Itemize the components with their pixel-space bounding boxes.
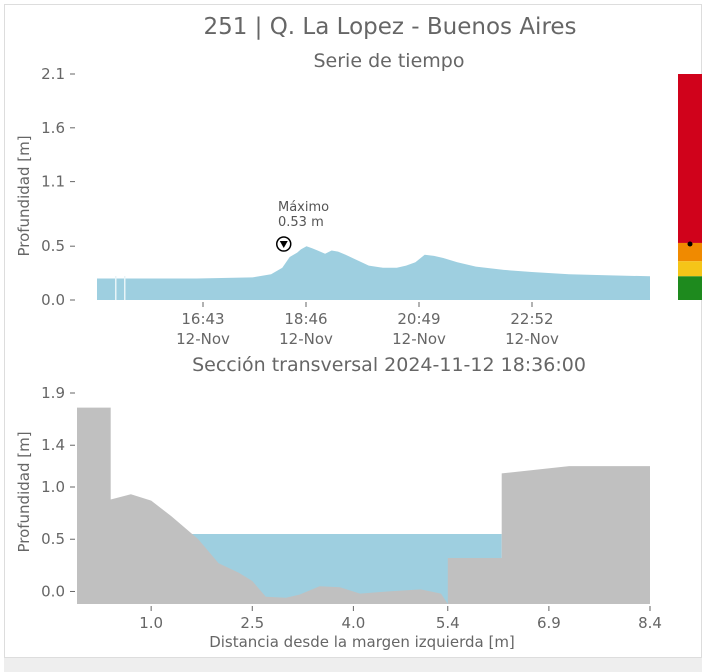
time-series-plot: 0.0 0.5 1.1 1.6 2.1 16:43 12-Nov 18:46 12-Nov 20:… — [41, 65, 650, 348]
ts-gap-mark — [124, 276, 126, 300]
ground-profile — [77, 407, 650, 604]
gauge-level — [678, 261, 702, 277]
ts-xtick-time: 22:52 — [510, 310, 553, 328]
ts-gap-mark — [115, 276, 117, 300]
gauge-current-dot — [687, 241, 693, 247]
footer-bar — [4, 658, 702, 672]
cs-xtick-label: 2.5 — [240, 614, 264, 632]
max-marker-triangle — [279, 241, 288, 249]
cs-ylabel: Profundidad [m] — [15, 431, 33, 552]
cs-xtick-label: 1.0 — [139, 614, 163, 632]
ts-xtick-time: 16:43 — [181, 310, 224, 328]
ts-xtick-date: 12-Nov — [505, 330, 559, 348]
cross-section-title: Sección transversal 2024-11-12 18:36:00 — [192, 354, 586, 376]
ts-xtick-date: 12-Nov — [176, 330, 230, 348]
time-series-title: Serie de tiempo — [314, 50, 465, 72]
ts-xtick-date: 12-Nov — [392, 330, 446, 348]
ts-ytick-label: 2.1 — [41, 65, 65, 83]
ts-depth-area — [97, 246, 650, 300]
ts-xtick-time: 18:46 — [284, 310, 327, 328]
ts-ytick-label: 1.6 — [41, 119, 65, 137]
chart-title: 251 | Q. La Lopez - Buenos Aires — [203, 14, 576, 40]
cs-ytick-label: 1.9 — [41, 384, 65, 402]
ts-ytick-label: 1.1 — [41, 173, 65, 191]
cs-ytick-label: 1.4 — [41, 436, 65, 454]
alert-gauge — [678, 74, 702, 300]
cs-xtick-label: 4.0 — [341, 614, 365, 632]
cross-section-plot: 0.0 0.5 1.0 1.4 1.9 1.0 2.5 4.0 5.4 6.9 8.4 — [41, 384, 662, 632]
gauge-level — [678, 74, 702, 243]
gauge-level — [678, 276, 702, 300]
cs-xtick-label: 5.4 — [436, 614, 460, 632]
max-label: Máximo — [278, 200, 329, 215]
cs-ytick-label: 0.0 — [41, 582, 65, 600]
ts-ytick-label: 0.0 — [41, 291, 65, 309]
ts-ytick-label: 0.5 — [41, 237, 65, 255]
gauge-level — [678, 242, 702, 262]
cs-xtick-label: 8.4 — [638, 614, 662, 632]
cs-xlabel: Distancia desde la margen izquierda [m] — [209, 633, 515, 651]
cs-xtick-label: 6.9 — [537, 614, 561, 632]
cs-ytick-label: 0.5 — [41, 530, 65, 548]
ts-ylabel: Profundidad [m] — [15, 135, 33, 256]
cs-ytick-label: 1.0 — [41, 478, 65, 496]
max-value: 0.53 m — [278, 215, 324, 230]
ts-xtick-date: 12-Nov — [279, 330, 333, 348]
ts-xtick-time: 20:49 — [397, 310, 440, 328]
